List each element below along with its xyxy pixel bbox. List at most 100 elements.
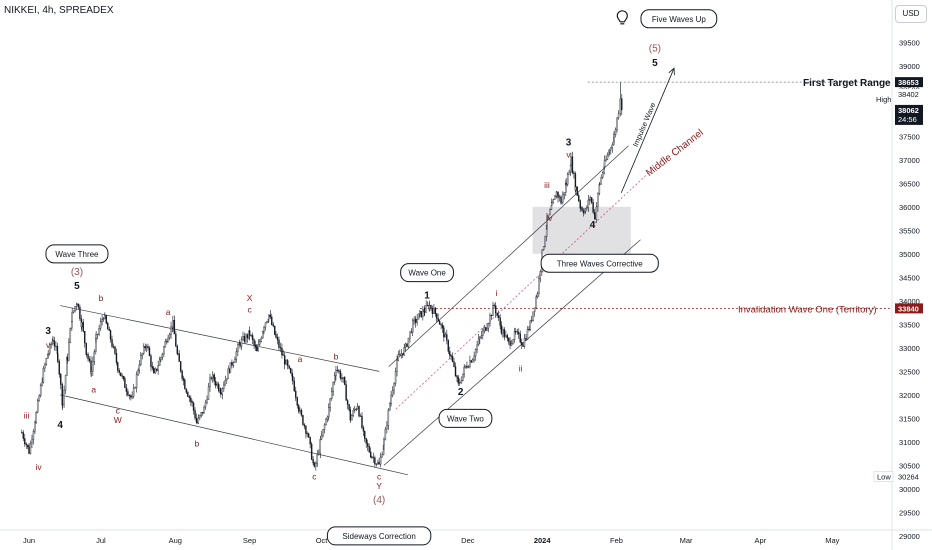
candle-body [621, 98, 623, 111]
candle-body [459, 382, 461, 384]
candle-body [341, 377, 343, 379]
candle-body [48, 344, 51, 354]
candle-body [515, 331, 517, 333]
candle-body [237, 344, 239, 352]
candle-body [77, 303, 80, 308]
candle-body [306, 433, 308, 435]
price-tag-value: 38402 [898, 90, 919, 99]
candle-body [578, 195, 580, 201]
candle-body [433, 307, 435, 314]
candle-body [471, 359, 474, 363]
impulse-arrow [620, 68, 675, 193]
candle-body [374, 457, 376, 465]
candle-body [226, 378, 228, 381]
candle-body [547, 214, 550, 218]
candle-body [571, 156, 574, 173]
candle-body [197, 417, 200, 424]
candle-body [176, 353, 179, 355]
candle-body [328, 407, 330, 418]
y-tick-label: 30000 [899, 485, 920, 494]
callout-box [640, 9, 718, 29]
wave-label: v [46, 340, 51, 350]
candle-body [235, 351, 238, 360]
candle-body [336, 369, 339, 371]
callout-box [326, 526, 432, 546]
candle-body [293, 380, 295, 392]
candle-body [438, 320, 441, 325]
candle-body [528, 329, 530, 331]
candle-body [346, 400, 349, 405]
candle-body [31, 439, 33, 444]
candle-body [184, 380, 186, 390]
candle-body [522, 344, 524, 347]
wave-label: iv [546, 213, 553, 223]
y-tick-label: 34000 [899, 297, 920, 306]
candle-body [276, 337, 279, 341]
wave-label: a [298, 354, 303, 364]
candle-body [397, 354, 399, 361]
candle-body [348, 404, 350, 410]
candle-body [359, 415, 362, 417]
candle-body [573, 172, 575, 174]
candle-body [242, 336, 244, 340]
candle-body [271, 316, 273, 325]
candle-body [589, 197, 591, 200]
candle-body [605, 159, 607, 161]
price-tag-value: 30264 [898, 472, 919, 481]
y-tick-label: 33000 [899, 344, 920, 353]
candle-body [454, 366, 457, 376]
candle-body [462, 373, 464, 382]
candle-body [387, 409, 390, 427]
candle-body [36, 400, 39, 413]
y-tick-label: 39000 [899, 62, 920, 71]
candle-body [85, 353, 88, 355]
candle-body [457, 376, 459, 384]
x-tick-label: Sep [243, 536, 256, 545]
candle-body [121, 375, 123, 377]
wave-label: b [99, 293, 104, 303]
candle-body [503, 329, 506, 338]
x-tick-label: Jul [96, 536, 106, 545]
x-tick-label: Feb [610, 536, 623, 545]
candle-body [431, 308, 434, 314]
candle-body [72, 310, 75, 313]
candle-body [608, 149, 611, 153]
candle-body [544, 236, 546, 247]
candle-body [323, 424, 326, 430]
corrective-zone-box [532, 206, 631, 254]
candle-body [66, 357, 69, 361]
candle-body [178, 353, 180, 362]
candle-body [285, 360, 287, 365]
candle-body [570, 156, 572, 166]
price-tag-value: 33840 [898, 304, 919, 313]
wave-label: (5) [649, 44, 661, 55]
candle-body [538, 278, 540, 294]
candle-body [519, 333, 521, 343]
lightbulb-icon [616, 10, 628, 23]
candle-body [279, 347, 282, 349]
candle-body [506, 335, 509, 339]
candle-body [560, 202, 563, 204]
currency-button[interactable]: USD [895, 5, 927, 23]
candle-body [536, 293, 539, 298]
candle-body [568, 171, 570, 175]
candle-body [414, 318, 417, 323]
candle-body [114, 346, 116, 354]
candle-body [473, 355, 475, 361]
candle-body [192, 402, 195, 411]
candle-body [32, 430, 35, 440]
candle-body [266, 321, 268, 324]
candle-body [210, 377, 212, 379]
channel-line [60, 305, 380, 372]
candle-body [257, 344, 259, 352]
x-tick-label: 2024 [534, 536, 552, 545]
candle-body [409, 331, 411, 339]
candle-body [232, 362, 235, 366]
candle-body [569, 165, 572, 173]
candle-body [422, 309, 424, 318]
candle-body [325, 418, 327, 426]
candle-body [122, 376, 125, 380]
channel-line [388, 145, 629, 367]
channel-line [383, 239, 641, 466]
candle-body [305, 426, 307, 434]
